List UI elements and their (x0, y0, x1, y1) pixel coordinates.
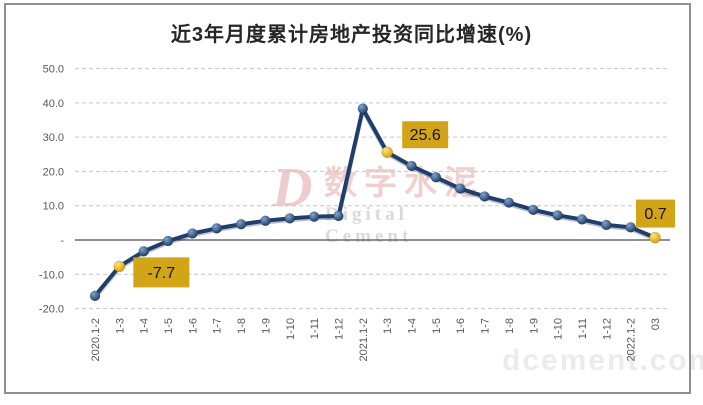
highlight-marker (381, 146, 393, 158)
x-axis-tick-label: 1-6 (187, 318, 199, 334)
data-point-marker (601, 219, 612, 231)
highlight-marker (649, 231, 661, 244)
x-axis-tick-label: 1-10 (553, 318, 565, 340)
data-label-box (402, 121, 449, 149)
x-axis-tick-label: 2020.1-2 (90, 318, 102, 361)
y-axis-tick-label: - (60, 235, 64, 247)
data-point-marker (187, 228, 198, 239)
data-label-text: -7.7 (148, 265, 176, 282)
x-axis-tick-label: 1-4 (407, 318, 419, 334)
data-point-marker (552, 210, 563, 221)
x-axis-tick-label: 1-5 (431, 318, 443, 334)
data-point-marker (406, 160, 417, 172)
data-point-marker (430, 172, 442, 183)
x-axis-tick-label: 2021.1-2 (358, 318, 370, 361)
data-point-marker (454, 183, 466, 194)
data-point-marker (625, 222, 636, 233)
data-point-marker (503, 197, 515, 208)
data-point-marker (576, 214, 588, 225)
data-point-marker (357, 103, 369, 114)
x-axis-tick-label: 2022.1-2 (626, 318, 638, 361)
x-axis-tick-label: 1-11 (577, 318, 589, 339)
y-axis-tick-label: -10.0 (39, 269, 64, 281)
data-point-marker (333, 210, 344, 222)
x-axis-tick-label: 1-5 (163, 318, 175, 334)
x-axis-tick-label: 1-10 (285, 318, 297, 340)
data-point-marker (89, 290, 101, 302)
x-axis-tick-label: 1-9 (260, 318, 272, 334)
highlight-marker (113, 260, 126, 273)
chart-title: 近3年月度累计房地产投资同比增速(%) (170, 24, 533, 46)
x-axis-tick-label: 1-9 (528, 318, 540, 334)
data-label-text: 0.7 (644, 206, 666, 223)
x-axis-tick-label: 1-6 (455, 318, 467, 334)
y-axis-tick-label: -20.0 (39, 304, 64, 316)
x-axis-tick-label: 1-11 (309, 318, 321, 339)
data-point-marker (260, 215, 271, 227)
x-axis-tick-label: 1-8 (236, 318, 248, 334)
x-axis-tick-label: 1-8 (504, 318, 516, 334)
data-point-marker (528, 204, 539, 216)
y-axis-tick-label: 40.0 (43, 98, 64, 110)
data-point-marker (308, 211, 320, 222)
x-axis-tick-label: 1-3 (114, 318, 126, 334)
x-axis-tick-label: 1-4 (139, 318, 151, 334)
y-axis-tick-label: 30.0 (43, 132, 64, 144)
y-axis-tick-label: 10.0 (43, 201, 64, 213)
data-point-marker (162, 235, 174, 247)
data-label-box (636, 199, 676, 228)
x-axis-tick-label: 1-3 (382, 318, 394, 334)
x-axis-tick-label: 03 (650, 318, 662, 330)
data-point-marker (235, 218, 247, 230)
data-point-marker (284, 213, 296, 224)
data-point-marker (138, 246, 149, 257)
y-axis-tick-label: 50.0 (43, 64, 64, 76)
x-axis-tick-label: 1-7 (480, 318, 492, 334)
data-point-marker (211, 223, 222, 234)
x-axis-tick-label: 1-12 (333, 318, 345, 340)
x-axis-tick-label: 1-7 (212, 318, 224, 334)
y-axis-tick-label: 20.0 (43, 166, 64, 178)
data-label-text: 25.6 (410, 127, 441, 144)
x-axis-tick-label: 1-12 (601, 318, 613, 340)
data-point-marker (479, 191, 490, 202)
data-label-box (133, 257, 190, 288)
